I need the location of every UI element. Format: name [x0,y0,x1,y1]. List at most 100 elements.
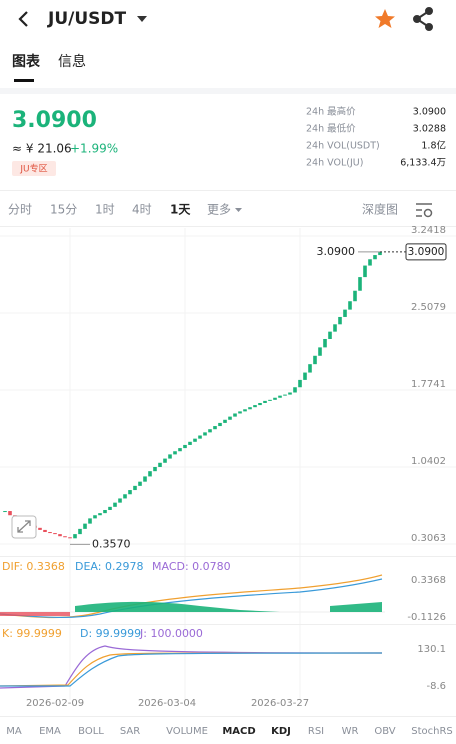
candle [158,462,162,467]
last-price: 3.0900 [12,108,97,133]
indicator-tab[interactable]: OBV [374,726,395,737]
candle [118,498,122,503]
macd-dif: DIF: 0.3368 [2,560,65,573]
stat-value: 6,133.4万 [400,158,446,169]
back-button[interactable] [18,11,28,27]
candle [323,338,327,348]
last-price-box [405,243,447,261]
divider [0,226,456,227]
x-date-label: 2026-03-27 [251,698,309,709]
tab[interactable]: 图表 [12,53,41,70]
candle [133,485,137,491]
interval-tab[interactable]: 分时 [8,203,32,217]
candle [263,400,267,403]
candle [148,471,152,477]
candle [288,392,292,395]
candle [183,444,187,449]
share-button[interactable] [413,7,433,31]
pair-title[interactable]: JU/USDT [47,9,126,29]
candle [378,251,382,256]
candle [268,399,272,401]
kdj-axis-label: 130.1 [417,644,446,655]
indicator-tab[interactable]: SAR [120,726,140,737]
macd-hist-neg [0,612,70,616]
interval-tab[interactable]: 4时 [132,203,152,217]
candle [198,435,202,439]
pair-dropdown[interactable] [137,16,147,22]
candle [103,509,107,514]
indicator-tab[interactable]: KDJ [271,726,291,737]
candle [358,277,362,291]
candle [248,407,252,410]
candle [88,518,92,524]
interval-tab[interactable]: 15分 [50,203,77,217]
indicator-tab[interactable]: WR [342,726,359,737]
candle [163,458,167,463]
last-price-label: 3.0900 [408,246,445,258]
low-label: 0.3570 [92,537,131,550]
candle [3,511,7,513]
depth-tab[interactable]: 深度图 [362,202,398,217]
tab[interactable]: 信息 [58,53,86,70]
interval-tab[interactable]: 1时 [95,203,115,217]
candle [108,506,112,510]
settings-icon[interactable] [416,203,433,218]
zone-tag[interactable]: JU专区 [19,163,47,175]
candle [53,533,57,535]
kdj-k: K: 99.9999 [2,627,62,640]
macd-dea: DEA: 0.2978 [75,560,143,573]
k-line [0,652,383,687]
candle [298,379,302,388]
divider [0,716,456,717]
candle [143,476,147,482]
divider [0,624,456,625]
indicator-tab[interactable]: RSI [308,726,324,737]
candle [233,413,237,417]
y-tick-label: 1.7741 [411,379,446,390]
j-line [0,645,383,689]
indicator-tab[interactable]: MACD [222,726,255,737]
macd-hist-pos [75,601,382,612]
candle [98,513,102,516]
candle [63,536,67,538]
candle [78,528,82,535]
candle [293,387,297,393]
candle [333,324,337,332]
candle [328,331,332,339]
indicator-tab[interactable]: BOLL [78,726,104,737]
candle [228,416,232,420]
tab-underline [14,79,34,82]
candle [308,364,312,373]
divider [0,88,456,94]
interval-tab[interactable]: 更多 [207,203,231,217]
indicator-tab[interactable]: StochRS [411,726,453,737]
candle [93,515,97,519]
candle [38,527,42,530]
x-date-label: 2026-02-09 [26,698,84,709]
candle [213,426,217,430]
candle [348,301,352,310]
zone-tag-bg [12,161,56,176]
candle [113,502,117,507]
indicator-tab[interactable]: MA [6,726,22,737]
candle [273,397,277,400]
candle [253,405,257,408]
favorite-star[interactable] [375,9,395,28]
divider [0,556,456,557]
candle [208,429,212,433]
stat-label: 24h VOL(JU) [306,158,363,169]
macd-axis-label: -0.1126 [407,612,446,623]
candle [193,438,197,442]
y-tick-label: 1.0402 [411,456,446,467]
candle [8,511,12,516]
candle [168,454,172,459]
zoom-button[interactable] [11,515,37,539]
candle [243,409,247,412]
candle [138,481,142,486]
interval-tab[interactable]: 1天 [170,203,191,217]
indicator-tab[interactable]: EMA [39,726,61,737]
candle [218,422,222,427]
candle [128,490,132,495]
indicator-tab[interactable]: VOLUME [166,726,208,737]
price-chart: 3.2418 2.5079 1.7741 1.0402 0.3063 3.0900 3.09… [0,225,456,700]
